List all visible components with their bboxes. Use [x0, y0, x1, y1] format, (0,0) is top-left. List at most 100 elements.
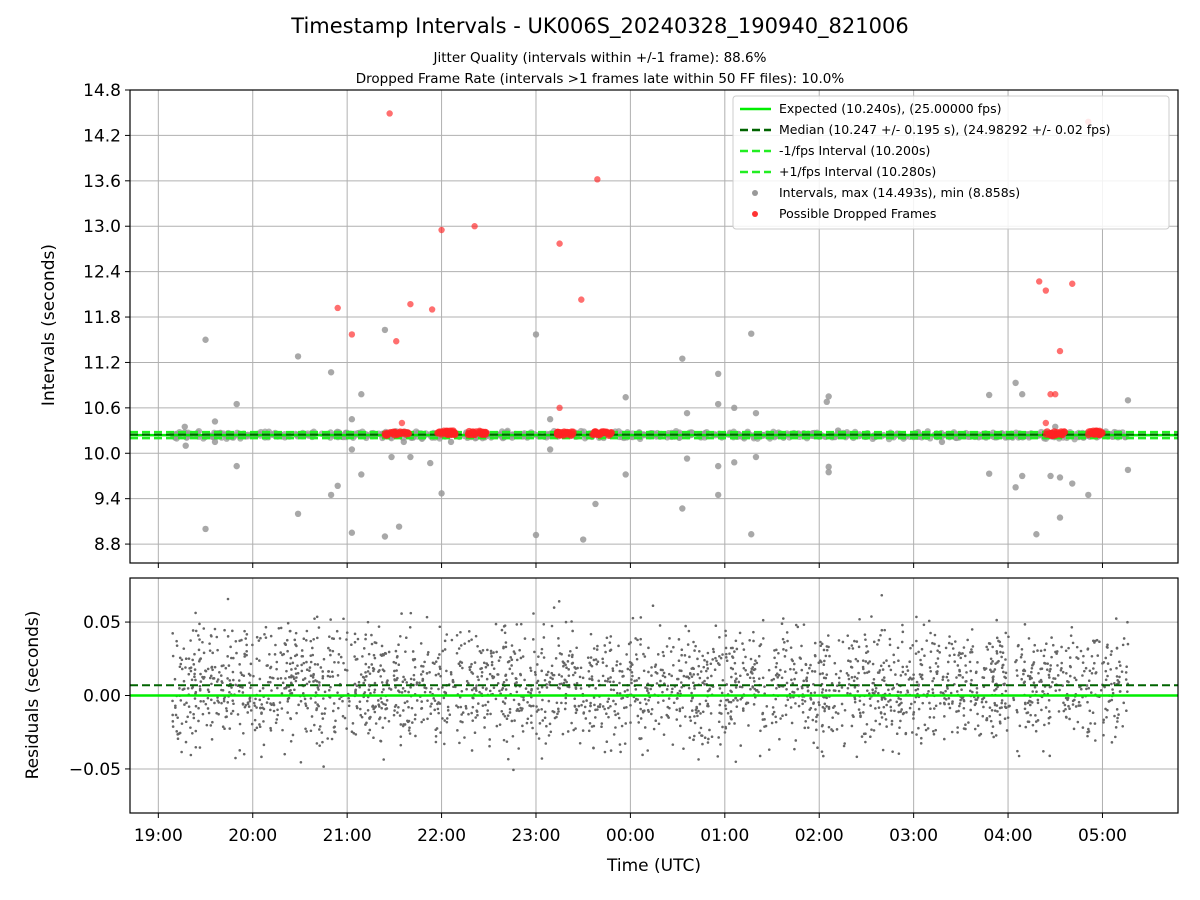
residual-point — [260, 703, 264, 706]
residual-point — [657, 722, 661, 726]
residual-point — [243, 705, 247, 709]
residual-point — [772, 677, 776, 681]
residual-point — [470, 711, 473, 715]
residual-point — [294, 679, 298, 683]
residual-point — [501, 700, 505, 703]
residual-point — [461, 666, 464, 670]
legend-label-dropped: Possible Dropped Frames — [779, 206, 936, 221]
residual-point — [647, 691, 650, 695]
residual-point — [683, 654, 687, 657]
residual-point — [791, 690, 794, 694]
residual-point — [419, 673, 423, 676]
residual-point — [192, 716, 196, 720]
residual-point — [1019, 655, 1023, 659]
interval-outlier-point — [1056, 514, 1064, 521]
residual-point — [1045, 668, 1049, 671]
residual-point — [604, 650, 607, 654]
residual-point — [258, 659, 261, 662]
residual-point — [515, 623, 519, 626]
residual-point — [443, 742, 446, 746]
residual-point — [1126, 620, 1129, 624]
residual-point — [891, 750, 894, 753]
residual-point — [1005, 729, 1009, 732]
residual-point — [772, 710, 776, 714]
residual-point — [421, 670, 425, 673]
residual-point — [1031, 690, 1035, 693]
residual-point — [607, 697, 611, 701]
residual-point — [348, 700, 351, 703]
residual-point — [774, 665, 778, 669]
residual-point — [408, 625, 412, 629]
residual-point — [1028, 677, 1032, 681]
residual-point — [701, 654, 704, 658]
residual-point — [856, 659, 860, 663]
residual-point — [370, 642, 374, 646]
residual-point — [985, 718, 989, 722]
residual-point — [729, 700, 733, 704]
residual-point — [701, 710, 705, 714]
residual-point — [321, 676, 325, 680]
residual-point — [736, 699, 739, 702]
residual-point — [503, 715, 507, 718]
residual-point — [880, 698, 884, 701]
residual-point — [465, 679, 469, 683]
residual-point — [981, 714, 985, 718]
residual-point — [996, 710, 999, 713]
residual-point — [1104, 656, 1108, 660]
residual-point — [939, 691, 943, 694]
residual-point — [803, 699, 807, 703]
residual-point — [816, 746, 819, 750]
residual-point — [1023, 701, 1027, 705]
residual-point — [698, 731, 701, 735]
residual-point — [498, 689, 501, 693]
residual-point — [1092, 667, 1095, 670]
residual-point — [1020, 648, 1024, 651]
residual-point — [809, 691, 813, 695]
residual-point — [608, 649, 612, 653]
residual-point — [436, 702, 439, 706]
residual-point — [329, 685, 332, 689]
residual-point — [285, 669, 288, 673]
residual-point — [959, 698, 962, 702]
residual-point — [1079, 704, 1082, 707]
residual-point — [819, 644, 823, 648]
residual-point — [400, 612, 403, 615]
residual-point — [601, 661, 605, 664]
residual-point — [1079, 649, 1083, 653]
residual-point — [699, 670, 703, 673]
residual-point — [470, 749, 474, 752]
residual-point — [1122, 637, 1126, 640]
residual-point — [222, 664, 225, 667]
residual-point — [538, 722, 542, 725]
residual-point — [577, 704, 581, 708]
residual-point — [363, 712, 367, 715]
interval-outlier-point — [938, 438, 946, 446]
legend-swatch-dropped — [752, 211, 758, 217]
residual-point — [191, 629, 195, 632]
dropped-frame-point — [1042, 419, 1050, 427]
residual-point — [286, 711, 289, 714]
residual-point — [573, 666, 576, 669]
residual-point — [345, 638, 348, 641]
residual-point — [489, 649, 493, 653]
residual-point — [521, 724, 524, 728]
dropped-frame-point — [435, 428, 443, 436]
residual-point — [924, 728, 928, 732]
residual-point — [647, 698, 650, 702]
residual-point — [1016, 644, 1020, 648]
residual-point — [864, 638, 867, 641]
residual-point — [870, 615, 873, 618]
residual-point — [823, 709, 826, 713]
residual-point — [1039, 667, 1042, 671]
residual-point — [784, 713, 788, 717]
residual-point — [598, 703, 602, 706]
residual-point — [1120, 670, 1124, 673]
residual-point — [913, 700, 917, 704]
bottom-y-tick-label: 0.00 — [83, 687, 121, 707]
interval-point — [412, 428, 420, 435]
residual-point — [586, 656, 590, 659]
residual-point — [974, 671, 978, 675]
residual-point — [201, 640, 204, 644]
residual-point — [933, 642, 936, 646]
residual-point — [528, 704, 531, 707]
